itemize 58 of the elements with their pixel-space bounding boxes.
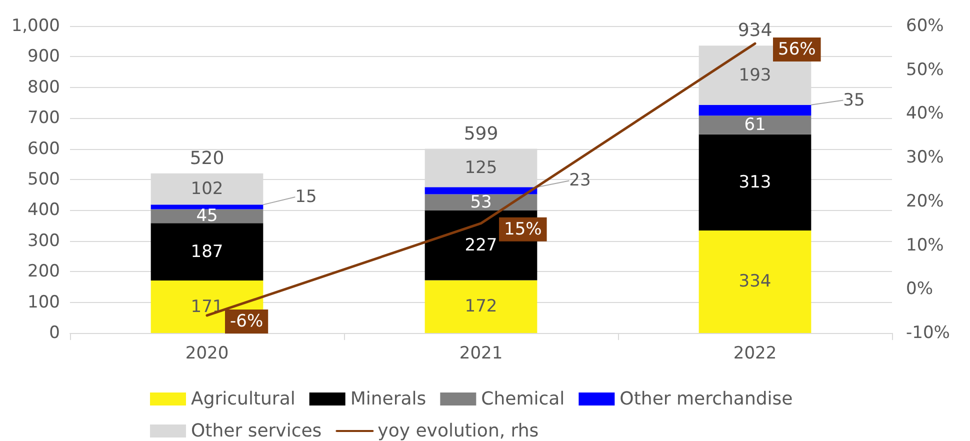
bar — [424, 280, 538, 333]
data-label: 102 — [190, 179, 224, 200]
bar — [698, 104, 812, 116]
data-label: 56% — [778, 40, 816, 60]
total-label: 520 — [190, 148, 224, 169]
y-tick-label: 900 — [28, 46, 60, 67]
bar — [698, 230, 812, 333]
x-tick-label: 2020 — [185, 344, 229, 364]
bar — [698, 116, 812, 134]
bar — [150, 223, 264, 281]
total-label: 599 — [464, 123, 498, 144]
data-label: 23 — [569, 170, 591, 191]
data-label: 334 — [738, 272, 772, 292]
y2-tick-label: 0% — [906, 279, 933, 300]
data-label: 15 — [295, 186, 317, 207]
data-label: 227 — [464, 235, 498, 256]
legend-label: Other services — [191, 420, 322, 441]
y2-tick-label: 20% — [906, 191, 944, 212]
legend-label: Other merchandise — [620, 388, 793, 410]
bar — [150, 204, 264, 210]
y2-tick-label: 40% — [906, 104, 944, 124]
total-label: 934 — [738, 20, 772, 42]
y-tick-label: 100 — [28, 292, 60, 312]
y2-tick-label: 30% — [906, 148, 944, 168]
bar — [698, 134, 812, 230]
data-label: 125 — [464, 158, 498, 178]
y2-tick-label: 60% — [906, 16, 944, 36]
y-tick-label: 800 — [28, 77, 60, 98]
data-label: 61 — [744, 115, 766, 136]
bar — [424, 194, 538, 211]
data-label: 15% — [504, 219, 542, 240]
data-label: 313 — [738, 172, 772, 192]
y2-tick-label: 50% — [906, 60, 944, 80]
data-label: 45 — [196, 206, 218, 226]
x-tick-label: 2021 — [459, 344, 503, 364]
y-tick-label: 500 — [28, 170, 60, 190]
x-tick-label: 2022 — [733, 344, 777, 364]
y-tick-label: 0 — [49, 323, 60, 343]
y-tick-label: 400 — [28, 200, 60, 220]
legend-label: yoy evolution, rhs — [378, 420, 539, 441]
y-tick-label: 700 — [28, 108, 60, 128]
data-label: 35 — [843, 90, 865, 110]
legend-label: Chemical — [481, 388, 565, 410]
data-label: 172 — [464, 296, 498, 317]
y-tick-label: 1,000 — [11, 16, 60, 36]
data-label: -6% — [230, 311, 264, 332]
data-label: 193 — [738, 65, 772, 86]
y2-tick-label: -10% — [906, 323, 950, 343]
y-tick-label: 600 — [28, 138, 60, 159]
data-label: 53 — [470, 192, 492, 212]
legend-label: Minerals — [350, 388, 426, 410]
data-label: 187 — [190, 242, 224, 262]
y-tick-label: 300 — [28, 230, 60, 251]
bar — [424, 187, 538, 194]
y-tick-label: 200 — [28, 262, 60, 282]
legend-label: Agricultural — [191, 388, 296, 410]
bar — [150, 209, 264, 224]
y2-tick-label: 10% — [906, 235, 944, 256]
